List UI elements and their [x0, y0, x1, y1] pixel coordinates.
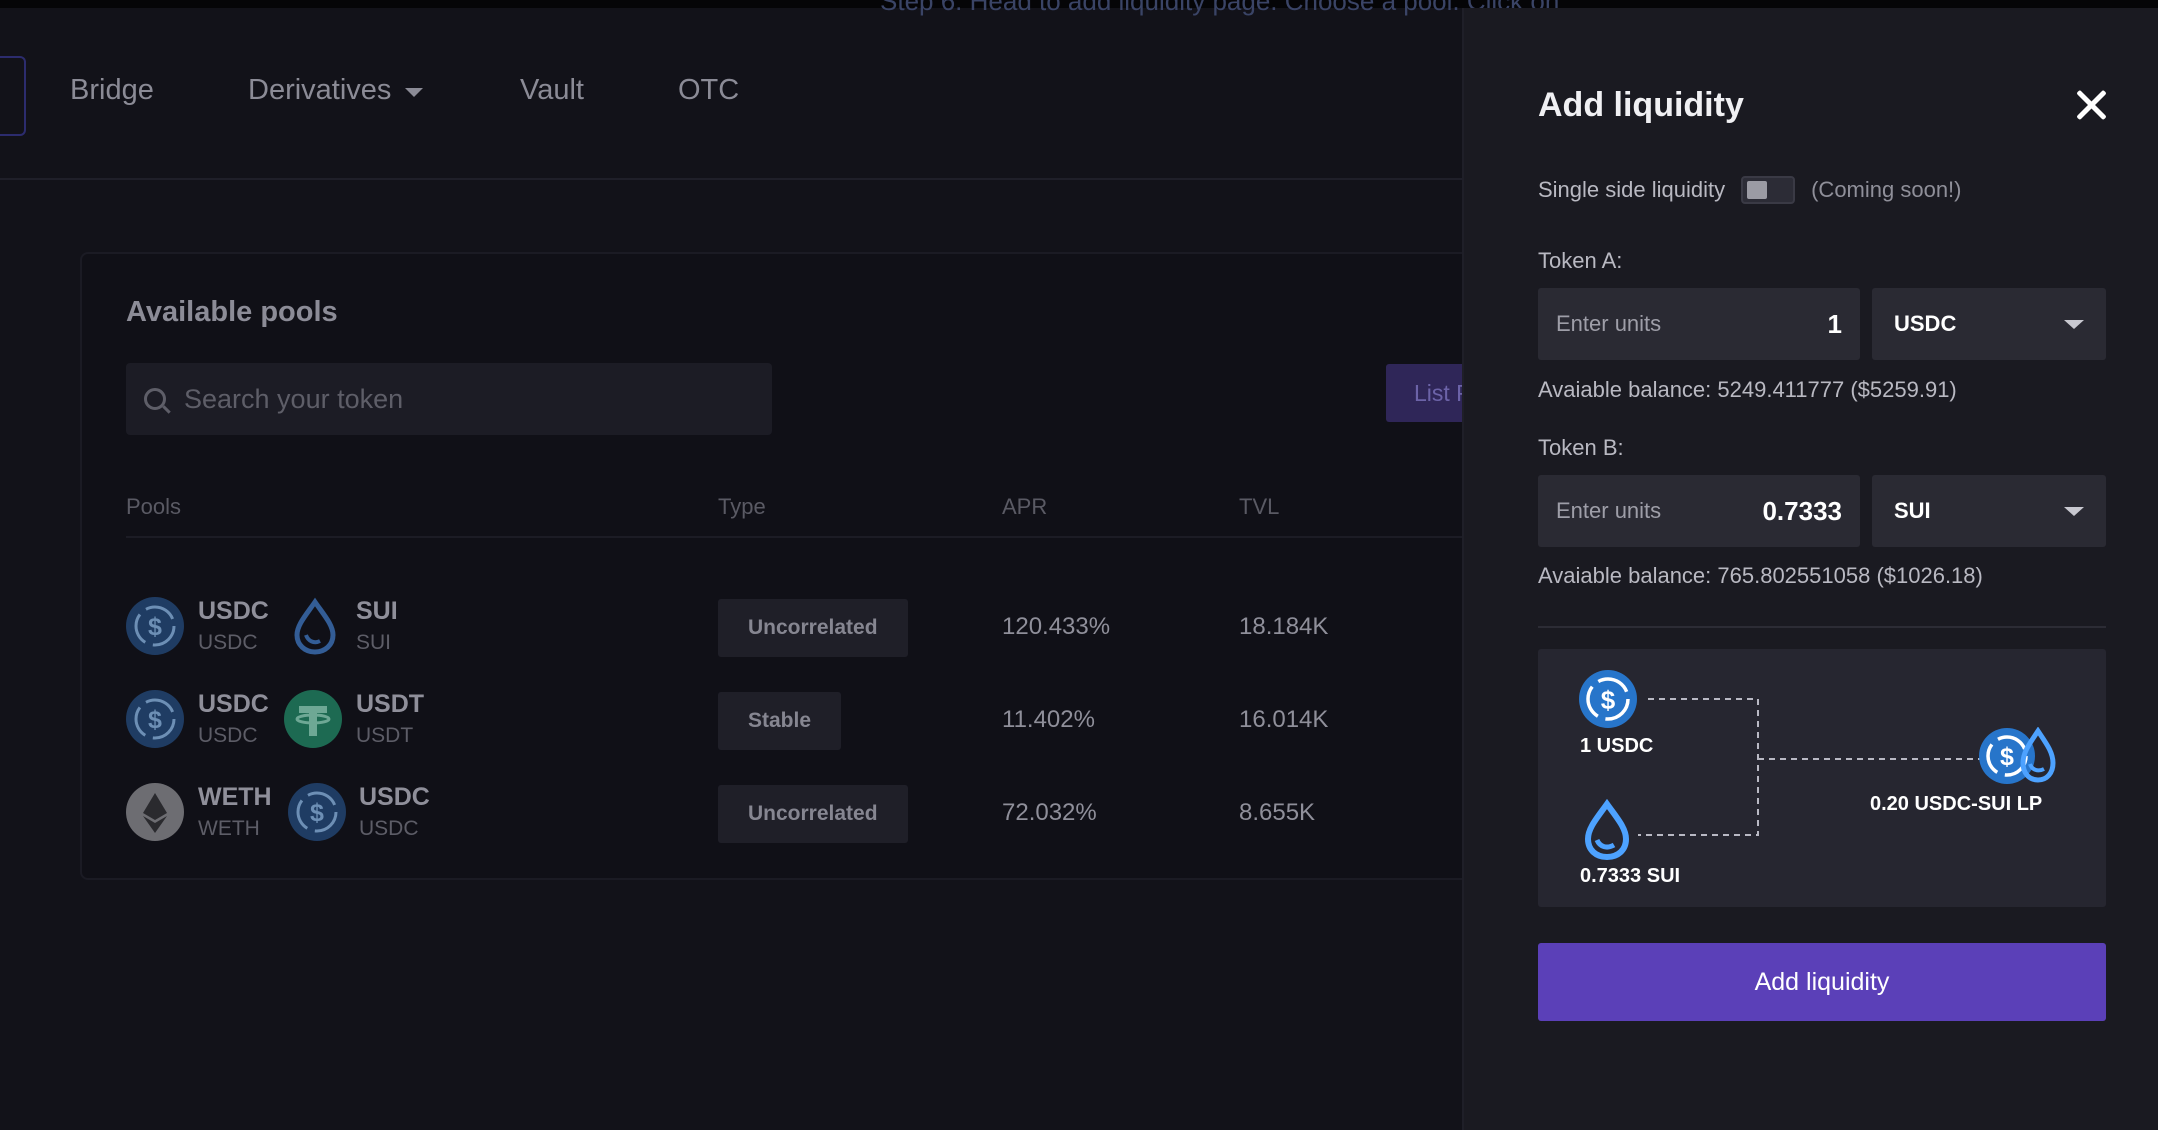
diagram-output-lp: 0.20 USDC-SUI LP	[1870, 793, 2043, 815]
panel-title: Add liquidity	[1538, 86, 1744, 124]
token-b-select[interactable]: SUI	[1872, 475, 2106, 547]
usdc-icon: $	[126, 597, 184, 655]
pool-type-badge: Uncorrelated	[718, 599, 908, 657]
token-a-name: WETH	[198, 783, 272, 811]
svg-text:$: $	[148, 706, 162, 734]
chevron-down-icon	[2064, 319, 2084, 329]
weth-icon	[126, 783, 184, 841]
pool-tvl: 16.014K	[1239, 706, 1329, 733]
selected-token: SUI	[1894, 498, 1931, 523]
search-icon	[144, 388, 166, 410]
diagram-input-b: 0.7333 SUI	[1580, 865, 1681, 887]
svg-text:$: $	[148, 613, 162, 641]
usdc-icon: $	[126, 690, 184, 748]
top-banner: Step 6: Head to add liquidity page. Choo…	[0, 0, 2158, 16]
search-input[interactable]	[184, 383, 744, 415]
column-header-type: Type	[718, 494, 766, 519]
sui-icon	[2018, 726, 2058, 790]
token-b-amount-input[interactable]: Enter units 0.7333	[1538, 475, 1860, 547]
svg-text:$: $	[1601, 685, 1616, 715]
add-liquidity-button[interactable]: Add liquidity	[1538, 943, 2106, 1021]
nav-active-item-edge[interactable]	[0, 56, 26, 136]
pool-type-badge: Stable	[718, 692, 842, 750]
nav-item-label: Bridge	[70, 74, 154, 106]
coming-soon-label: (Coming soon!)	[1811, 177, 1962, 202]
top-nav: Bridge Derivatives Vault OTC	[0, 8, 1462, 180]
nav-item-vault[interactable]: Vault	[520, 74, 584, 107]
column-header-apr: APR	[1002, 494, 1048, 519]
pool-apr: 11.402%	[1002, 706, 1095, 733]
token-b-label: Token B:	[1538, 435, 1624, 460]
panel-divider	[1538, 626, 2106, 628]
chevron-down-icon	[2064, 506, 2084, 516]
nav-item-otc[interactable]: OTC	[678, 74, 739, 107]
token-search	[126, 363, 772, 435]
usdc-icon: $	[1578, 669, 1638, 734]
token-a-sub: USDC	[198, 631, 258, 654]
sui-icon	[1578, 798, 1636, 866]
token-a-balance: Avaiable balance: 5249.411777 ($5259.91)	[1538, 377, 1957, 402]
token-b-name: USDC	[359, 783, 430, 811]
top-banner-text: Step 6: Head to add liquidity page. Choo…	[880, 0, 1560, 16]
amount-value: 1	[1827, 308, 1842, 339]
nav-item-label: Vault	[520, 74, 584, 106]
svg-text:$: $	[310, 799, 324, 827]
single-side-label: Single side liquidity	[1538, 177, 1726, 202]
token-a-label: Token A:	[1538, 248, 1623, 273]
diagram-input-a: 1 USDC	[1580, 735, 1654, 757]
close-icon[interactable]	[2074, 88, 2108, 122]
usdc-icon: $	[288, 783, 346, 841]
token-b-sub: SUI	[356, 631, 392, 654]
pool-tvl: 8.655K	[1239, 799, 1316, 826]
token-b-sub: USDC	[359, 817, 419, 840]
token-a-sub: USDC	[198, 724, 258, 747]
column-header-tvl: TVL	[1239, 494, 1280, 519]
nav-item-bridge[interactable]: Bridge	[70, 74, 154, 107]
token-a-select[interactable]: USDC	[1872, 288, 2106, 360]
svg-text:$: $	[2000, 743, 2014, 771]
token-a-sub: WETH	[198, 817, 260, 840]
add-liquidity-panel: Add liquidity Single side liquidity (Com…	[1462, 8, 2158, 1130]
pool-type-badge: Uncorrelated	[718, 785, 908, 843]
table-row[interactable]: $ USDC USDC USDT USDT Stable 11.402% 16.…	[126, 684, 1502, 754]
pool-tvl: 18.184K	[1239, 613, 1329, 640]
nav-item-label: OTC	[678, 74, 740, 106]
table-row[interactable]: WETH WETH $ USDC USDC Uncorrelated 72.03…	[126, 777, 1502, 847]
token-a-name: USDC	[198, 597, 269, 625]
sui-icon	[286, 597, 344, 655]
token-b-name: SUI	[356, 597, 398, 625]
amount-placeholder: Enter units	[1556, 498, 1662, 523]
selected-token: USDC	[1894, 311, 1957, 336]
pool-apr: 120.433%	[1002, 613, 1111, 640]
single-side-toggle[interactable]	[1741, 176, 1796, 204]
pools-title: Available pools	[126, 296, 338, 328]
connector-lines	[1638, 698, 1983, 836]
available-pools-card: Available pools List P Pools Type APR TV…	[80, 252, 1526, 880]
usdt-icon	[284, 690, 342, 748]
toggle-knob	[1747, 181, 1768, 199]
token-b-sub: USDT	[356, 724, 414, 747]
amount-value: 0.7333	[1762, 495, 1842, 526]
token-a-name: USDC	[198, 690, 269, 718]
table-row[interactable]: $ USDC USDC SUI SUI Uncorrelated 120.433…	[126, 591, 1502, 661]
column-header-pools: Pools	[126, 494, 182, 519]
header-divider	[126, 536, 1502, 538]
pool-apr: 72.032%	[1002, 799, 1097, 826]
chevron-down-icon	[405, 88, 424, 97]
nav-item-derivatives[interactable]: Derivatives	[248, 74, 424, 107]
liquidity-preview-diagram: $ 1 USDC 0.7333 SUI $ 0.20 USDC-SUI LP	[1538, 649, 2106, 907]
nav-item-label: Derivatives	[248, 74, 392, 106]
token-a-amount-input[interactable]: Enter units 1	[1538, 288, 1860, 360]
single-side-liquidity-row: Single side liquidity (Coming soon!)	[1538, 176, 1962, 204]
token-b-name: USDT	[356, 690, 425, 718]
amount-placeholder: Enter units	[1556, 311, 1662, 336]
token-b-balance: Avaiable balance: 765.802551058 ($1026.1…	[1538, 563, 1983, 588]
